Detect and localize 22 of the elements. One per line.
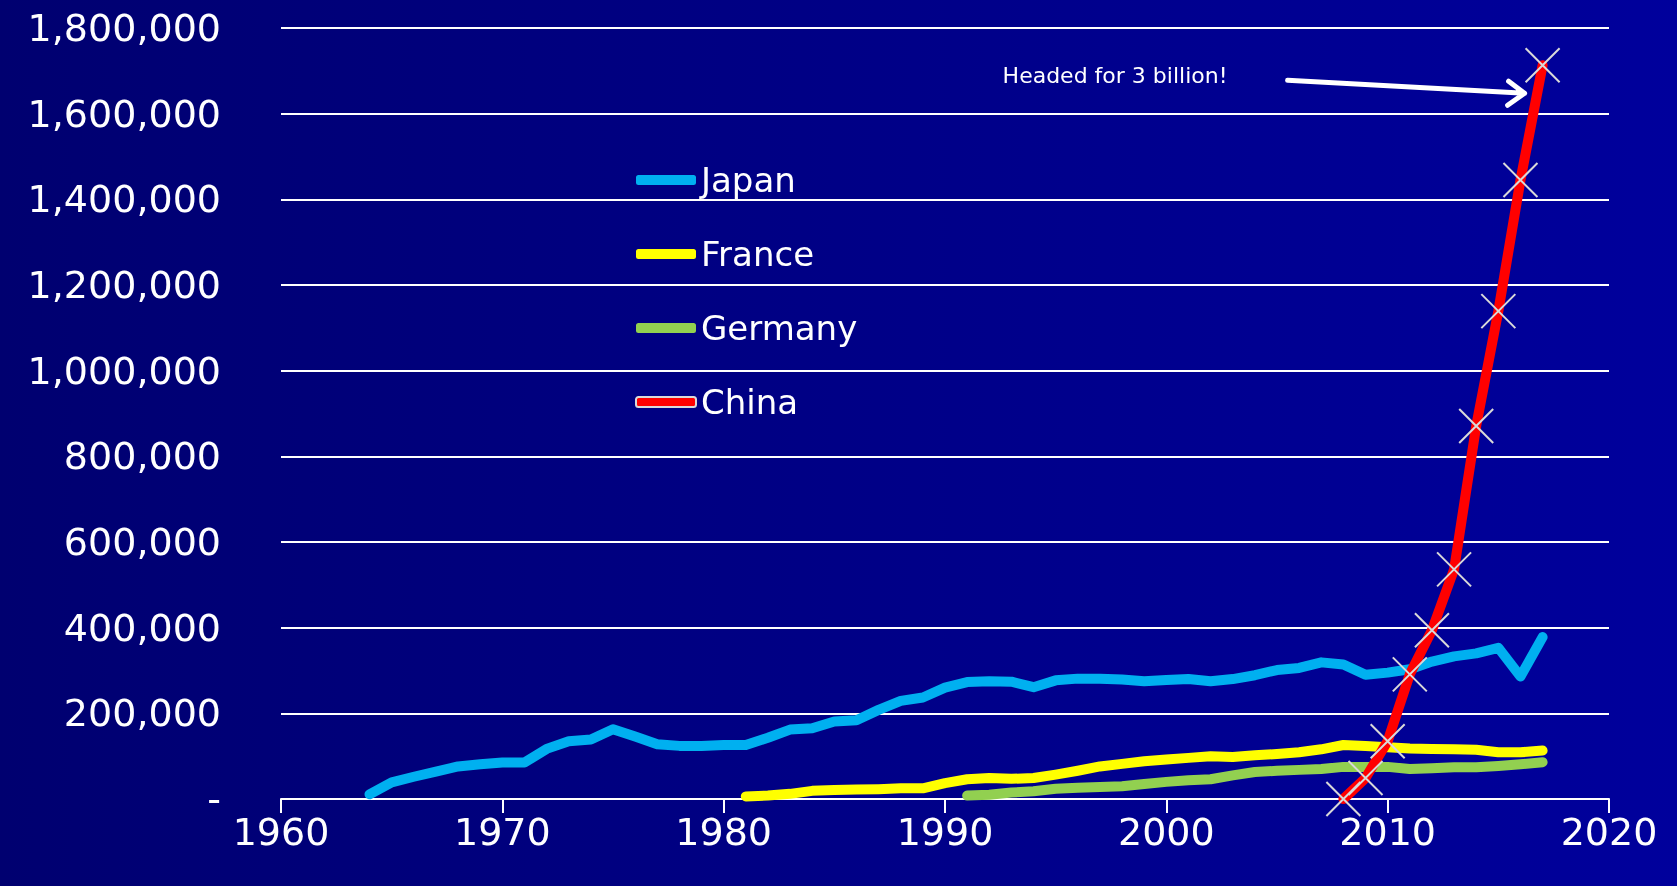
y-tick-label: 1,800,000 xyxy=(27,6,221,50)
x-tick-label: 2000 xyxy=(1117,810,1215,854)
y-tick-label: 400,000 xyxy=(63,605,221,650)
y-tick-label: - xyxy=(207,777,221,821)
x-tick-label: 2010 xyxy=(1339,810,1437,854)
legend-label: Japan xyxy=(699,160,796,200)
y-tick-label: 1,400,000 xyxy=(27,177,221,222)
legend-label: Germany xyxy=(701,308,858,348)
x-tick-label: 1990 xyxy=(896,810,994,854)
x-tick-label: 2020 xyxy=(1560,810,1658,854)
y-tick-label: 600,000 xyxy=(63,520,221,564)
legend-label: China xyxy=(701,382,799,422)
y-tick-label: 1,200,000 xyxy=(27,263,221,307)
legend-label: France xyxy=(701,234,815,274)
x-tick-label: 1970 xyxy=(453,810,551,854)
y-tick-label: 1,000,000 xyxy=(27,348,221,393)
y-tick-label: 1,600,000 xyxy=(27,91,221,136)
y-tick-label: 200,000 xyxy=(63,691,221,736)
y-tick-label: 800,000 xyxy=(63,434,221,479)
x-tick-label: 1960 xyxy=(232,810,330,854)
x-tick-label: 1980 xyxy=(675,810,773,854)
annotation: Headed for 3 billion! xyxy=(1002,63,1228,89)
